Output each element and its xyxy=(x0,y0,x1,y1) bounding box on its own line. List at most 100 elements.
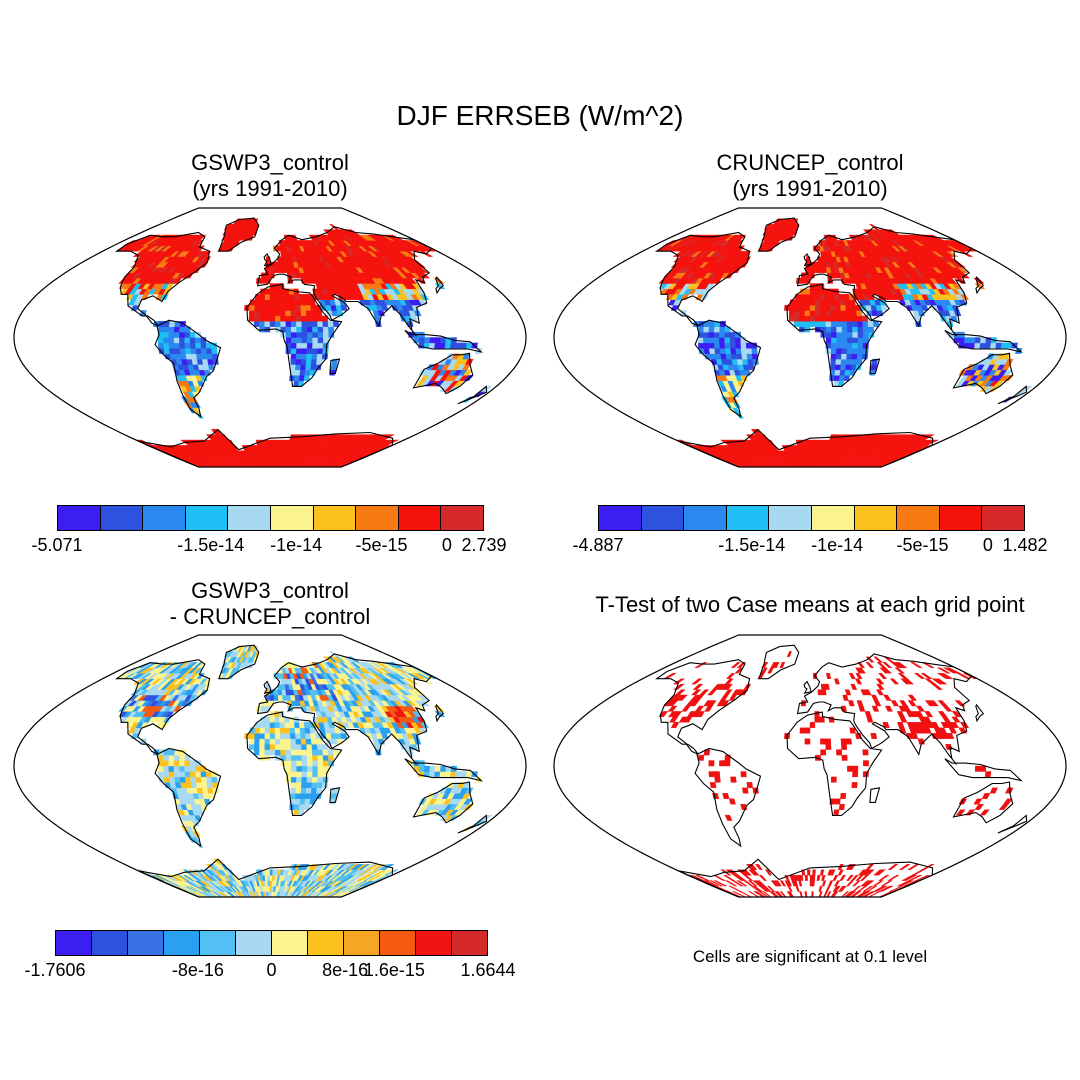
grid-cell xyxy=(713,331,720,338)
colorbar-cell xyxy=(56,931,92,955)
grid-cell xyxy=(851,885,862,892)
grid-cell xyxy=(306,743,313,750)
grid-cell xyxy=(306,321,313,327)
grid-cell xyxy=(704,880,719,887)
grid-cell xyxy=(306,326,313,333)
grid-cell xyxy=(719,348,727,354)
grid-cell xyxy=(312,342,319,349)
grid-cell xyxy=(809,294,816,300)
colorbar-cell xyxy=(100,506,144,530)
grid-cell xyxy=(434,765,441,772)
grid-cell xyxy=(296,348,303,354)
grid-cell xyxy=(163,776,171,783)
colorbar-tick-label: 1.482 xyxy=(1002,535,1048,555)
grid-cell xyxy=(289,722,296,729)
grid-cell xyxy=(300,310,307,317)
colorbar-cell xyxy=(416,931,452,955)
grid-cell xyxy=(259,294,266,300)
grid-cell xyxy=(301,321,308,327)
grid-cell xyxy=(300,787,307,794)
grid-cell xyxy=(824,299,831,306)
grid-cell xyxy=(841,348,848,354)
grid-cell xyxy=(818,891,823,897)
grid-cell xyxy=(825,310,832,317)
coastline-africa xyxy=(786,283,883,387)
grid-cell xyxy=(713,326,721,333)
grid-cell xyxy=(290,315,297,322)
grid-cell xyxy=(830,348,837,354)
grid-cell xyxy=(732,891,747,897)
grid-cell xyxy=(305,304,312,311)
grid-cell xyxy=(312,765,319,772)
grid-cell xyxy=(206,776,213,783)
grid-cell xyxy=(249,733,256,739)
grid-cell xyxy=(274,283,280,290)
grid-cell xyxy=(799,299,806,306)
grid-cell xyxy=(173,331,180,338)
grid-cell xyxy=(280,738,286,745)
colorbar-tick-label: -1.5e-14 xyxy=(177,535,245,555)
grid-cell xyxy=(269,294,276,300)
grid-cell xyxy=(316,782,323,789)
grid-cell xyxy=(440,765,447,772)
grid-cell xyxy=(307,760,313,767)
grid-cell xyxy=(851,353,858,360)
grid-cell xyxy=(747,891,761,897)
grid-cell xyxy=(294,798,301,805)
panel-1-title: GSWP3_control (yrs 1991-2010) xyxy=(20,150,520,202)
grid-cell xyxy=(899,880,914,887)
grid-cell xyxy=(846,874,854,881)
coastline-australia xyxy=(412,781,474,824)
grid-cell xyxy=(719,337,726,344)
grid-cell xyxy=(157,342,165,349)
grid-cell xyxy=(184,765,191,772)
grid-cell xyxy=(719,331,726,338)
colorbar-tick-label: 1.6e-15 xyxy=(363,960,425,980)
grid-cell xyxy=(195,776,202,783)
grid-cell xyxy=(827,880,834,887)
grid-cell xyxy=(248,743,255,750)
grid-cell xyxy=(455,771,462,778)
grid-cell xyxy=(714,885,730,892)
grid-cell xyxy=(306,315,313,322)
grid-cell xyxy=(301,749,308,756)
grid-cell xyxy=(290,787,297,794)
grid-cell xyxy=(279,299,286,306)
grid-cell xyxy=(455,342,462,349)
grid-cell xyxy=(800,277,806,284)
grid-cell xyxy=(984,342,992,349)
colorbar-cell xyxy=(128,931,164,955)
grid-cell xyxy=(190,776,197,783)
grid-cell xyxy=(289,304,296,311)
grid-cell xyxy=(267,445,271,452)
grid-cell xyxy=(841,326,848,333)
grid-cell xyxy=(285,743,292,750)
grid-cell xyxy=(274,727,281,734)
grid-cell xyxy=(196,787,204,794)
grid-cell xyxy=(260,277,266,284)
panel-1-title-line2: (yrs 1991-2010) xyxy=(192,176,348,201)
grid-cell xyxy=(285,754,292,761)
grid-cell xyxy=(852,331,859,338)
grid-cell xyxy=(163,754,170,761)
grid-cell xyxy=(322,348,329,354)
grid-cell xyxy=(291,337,297,344)
grid-cell xyxy=(836,348,843,354)
grid-cell xyxy=(290,738,297,745)
grid-cell xyxy=(285,760,292,767)
grid-cell xyxy=(291,760,297,767)
grid-cell xyxy=(274,315,281,322)
grid-cell xyxy=(835,304,842,311)
grid-cell xyxy=(871,310,878,317)
grid-cell xyxy=(317,331,324,338)
grid-cell xyxy=(205,771,212,778)
grid-cell xyxy=(301,743,308,750)
grid-cell xyxy=(306,353,313,360)
grid-cell xyxy=(196,353,203,360)
grid-cell xyxy=(824,304,831,311)
grid-cell xyxy=(829,294,836,300)
grid-cell xyxy=(804,321,811,327)
grid-cell xyxy=(259,749,265,756)
grid-cell xyxy=(200,776,208,783)
grid-cell xyxy=(296,754,303,761)
